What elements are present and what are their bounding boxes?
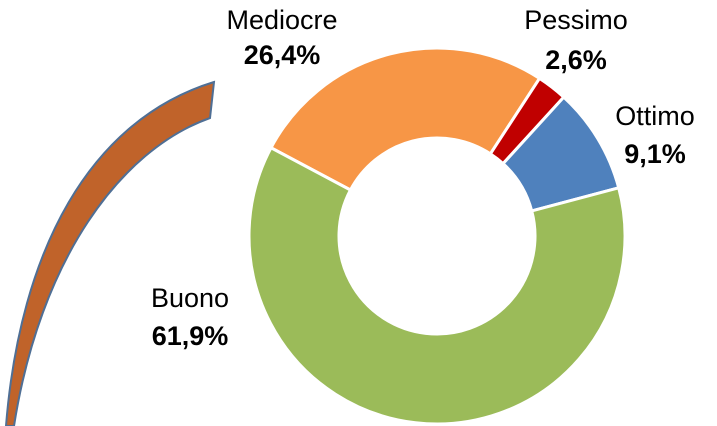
slice-label: Ottimo <box>615 101 695 131</box>
slice-value-label: 26,4% <box>244 40 321 70</box>
slice-value-label: 61,9% <box>152 321 229 351</box>
donut-slice <box>268 46 542 193</box>
slice-value-label: 9,1% <box>624 139 686 169</box>
slice-label: Pessimo <box>524 5 628 35</box>
slice-label: Mediocre <box>226 5 337 35</box>
slice-label: Buono <box>151 283 229 313</box>
slice-value-label: 2,6% <box>545 45 607 75</box>
donut-slice <box>247 145 627 426</box>
decorative-arrow <box>4 80 216 426</box>
